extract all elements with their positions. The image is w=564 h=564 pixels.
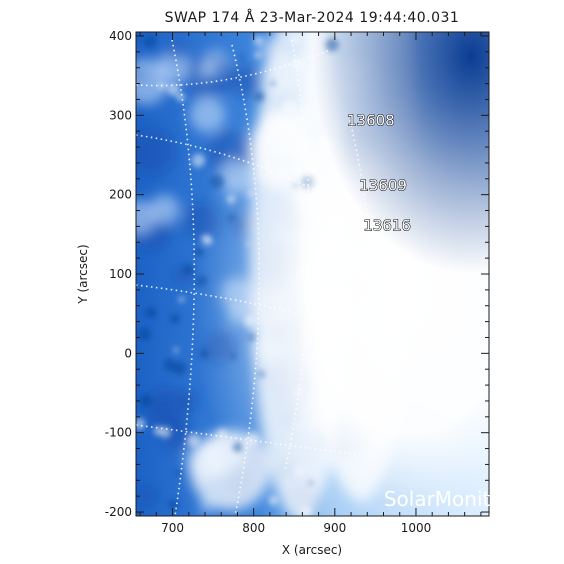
x-axis: 700 800 900 1000 xyxy=(139,32,482,535)
grid-line xyxy=(136,134,336,201)
dark-corona xyxy=(136,32,489,516)
grid-line xyxy=(231,44,261,516)
y-tick-label: 300 xyxy=(109,108,132,122)
y-tick-label: 200 xyxy=(109,188,132,202)
grid-line xyxy=(136,284,361,331)
y-tick-label: 100 xyxy=(109,267,132,281)
y-tick-label: 0 xyxy=(124,346,132,360)
chart-title: SWAP 174 Å 23-Mar-2024 19:44:40.031 xyxy=(165,9,460,26)
x-tick-label: 1000 xyxy=(401,521,432,535)
x-axis-label: X (arcsec) xyxy=(282,543,342,557)
y-axis: -200 -100 0 100 200 300 400 xyxy=(105,29,489,519)
active-region-labels: 13608 13609 13616 xyxy=(347,111,412,235)
grid-line xyxy=(136,49,331,87)
x-tick-label: 900 xyxy=(323,521,346,535)
y-tick-label: -100 xyxy=(105,426,132,440)
x-tick-label: 700 xyxy=(161,521,184,535)
grid-line xyxy=(349,119,378,411)
y-tick-label: -200 xyxy=(105,505,132,519)
y-axis-label: Y (arcsec) xyxy=(76,244,90,304)
x-tick-label: 800 xyxy=(242,521,265,535)
swap-image: 13608 13609 13616 xyxy=(136,32,489,516)
active-region-label: 13608 xyxy=(347,112,395,130)
heliographic-grid xyxy=(136,39,378,516)
active-region-label: 13616 xyxy=(363,216,411,234)
y-tick-label: 400 xyxy=(109,29,132,43)
grid-line xyxy=(171,39,196,516)
active-region-label: 13609 xyxy=(359,177,407,195)
watermark-text: SolarMonitor.org xyxy=(384,487,548,511)
